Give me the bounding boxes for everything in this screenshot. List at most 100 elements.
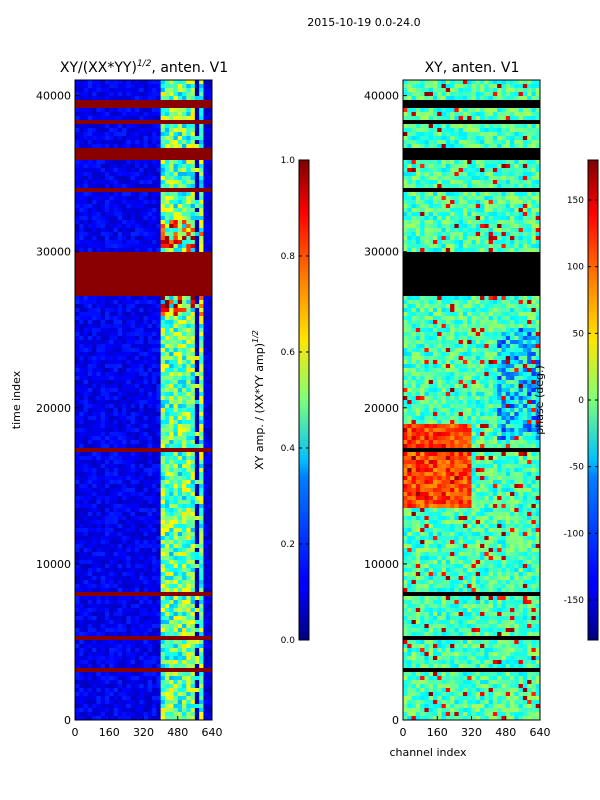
heatmap-cell bbox=[164, 428, 170, 433]
heatmap-cell bbox=[117, 504, 123, 509]
heatmap-cell bbox=[207, 368, 212, 373]
heatmap-cell bbox=[83, 168, 89, 173]
heatmap-cell bbox=[152, 448, 157, 453]
heatmap-cell bbox=[92, 540, 98, 545]
heatmap-cell bbox=[164, 436, 170, 441]
heatmap-cell bbox=[203, 280, 209, 285]
heatmap-cell bbox=[126, 296, 132, 301]
heatmap-cell bbox=[173, 432, 179, 437]
heatmap-cell bbox=[152, 508, 157, 513]
heatmap-cell bbox=[169, 640, 175, 645]
heatmap-cell bbox=[194, 140, 200, 145]
heatmap-cell bbox=[182, 576, 187, 581]
heatmap-cell bbox=[83, 320, 89, 325]
heatmap-cell bbox=[186, 280, 192, 285]
heatmap-cell bbox=[203, 256, 209, 261]
heatmap-cell bbox=[100, 196, 106, 201]
heatmap-cell bbox=[83, 620, 89, 625]
heatmap-cell bbox=[100, 408, 106, 413]
heatmap-cell bbox=[164, 632, 170, 637]
heatmap-cell bbox=[79, 320, 85, 325]
heatmap-cell bbox=[113, 184, 119, 189]
heatmap-cell bbox=[87, 400, 93, 405]
heatmap-cell bbox=[104, 588, 110, 593]
heatmap-cell bbox=[92, 192, 98, 197]
heatmap-cell bbox=[160, 680, 166, 685]
heatmap-cell bbox=[182, 352, 187, 357]
heatmap-cell bbox=[100, 264, 106, 269]
heatmap-cell bbox=[109, 288, 115, 293]
heatmap-cell bbox=[130, 128, 136, 133]
heatmap-cell bbox=[152, 620, 157, 625]
heatmap-cell bbox=[173, 216, 179, 221]
heatmap-cell bbox=[139, 604, 145, 609]
heatmap-cell bbox=[152, 304, 157, 309]
heatmap-cell bbox=[152, 412, 157, 417]
heatmap-cell bbox=[104, 648, 110, 653]
heatmap-cell bbox=[75, 400, 80, 405]
heatmap-cell bbox=[147, 644, 153, 649]
heatmap-cell bbox=[134, 412, 140, 417]
heatmap-cell bbox=[182, 344, 187, 349]
heatmap-cell bbox=[139, 588, 145, 593]
heatmap-cell bbox=[199, 528, 205, 533]
heatmap-cell bbox=[79, 548, 85, 553]
heatmap-cell bbox=[117, 616, 123, 621]
heatmap-cell bbox=[87, 84, 93, 89]
heatmap-cell bbox=[100, 92, 106, 97]
heatmap-cell bbox=[139, 476, 145, 481]
heatmap-cell bbox=[177, 172, 183, 177]
heatmap-cell bbox=[130, 268, 136, 273]
heatmap-cell bbox=[87, 88, 93, 93]
heatmap-cell bbox=[207, 684, 212, 689]
heatmap-cell bbox=[207, 636, 212, 641]
heatmap-cell bbox=[83, 656, 89, 661]
heatmap-cell bbox=[169, 284, 175, 289]
heatmap-cell bbox=[92, 656, 98, 661]
heatmap-cell bbox=[199, 532, 205, 537]
heatmap-cell bbox=[143, 108, 149, 113]
heatmap-cell bbox=[117, 696, 123, 701]
heatmap-cell bbox=[126, 568, 132, 573]
heatmap-cell bbox=[173, 308, 179, 313]
heatmap-cell bbox=[156, 84, 162, 89]
heatmap-cell bbox=[147, 580, 153, 585]
heatmap-cell bbox=[134, 436, 140, 441]
heatmap-cell bbox=[203, 192, 209, 197]
heatmap-cell bbox=[96, 452, 102, 457]
heatmap-cell bbox=[194, 404, 200, 409]
heatmap-cell bbox=[96, 684, 102, 689]
heatmap-cell bbox=[143, 584, 149, 589]
heatmap-cell bbox=[194, 464, 200, 469]
heatmap-cell bbox=[134, 124, 140, 129]
heatmap-cell bbox=[147, 112, 153, 117]
heatmap-cell bbox=[143, 468, 149, 473]
heatmap-cell bbox=[160, 508, 166, 513]
heatmap-cell bbox=[203, 684, 209, 689]
heatmap-cell bbox=[87, 104, 93, 109]
heatmap-cell bbox=[122, 284, 127, 289]
heatmap-cell bbox=[130, 552, 136, 557]
heatmap-cell bbox=[164, 440, 170, 445]
heatmap-cell bbox=[100, 588, 106, 593]
heatmap-cell bbox=[173, 612, 179, 617]
heatmap-cell bbox=[83, 412, 89, 417]
heatmap-cell bbox=[96, 260, 102, 265]
heatmap-cell bbox=[117, 596, 123, 601]
heatmap-cell bbox=[126, 360, 132, 365]
heatmap-cell bbox=[160, 188, 166, 193]
heatmap-cell bbox=[207, 528, 212, 533]
heatmap-cell bbox=[126, 248, 132, 253]
heatmap-cell bbox=[143, 564, 149, 569]
heatmap-cell bbox=[134, 396, 140, 401]
heatmap-cell bbox=[83, 604, 89, 609]
heatmap-cell bbox=[194, 460, 200, 465]
heatmap-cell bbox=[126, 592, 132, 597]
heatmap-cell bbox=[139, 232, 145, 237]
heatmap-cell bbox=[177, 200, 183, 205]
heatmap-cell bbox=[83, 100, 89, 105]
heatmap-cell bbox=[199, 152, 205, 157]
heatmap-cell bbox=[152, 664, 157, 669]
heatmap-cell bbox=[173, 592, 179, 597]
heatmap-cell bbox=[92, 508, 98, 513]
